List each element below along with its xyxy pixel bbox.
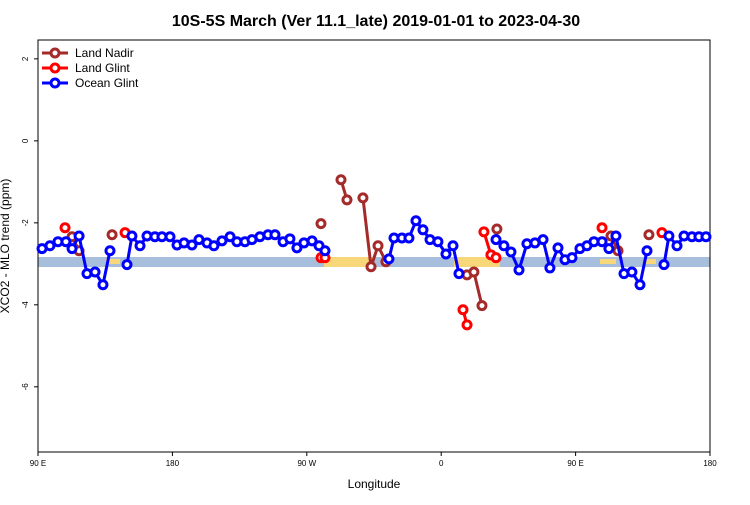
point	[505, 246, 517, 258]
y-axis-label: XCO2 - MLO trend (ppm)	[0, 179, 12, 314]
point	[658, 259, 670, 271]
point	[365, 261, 377, 273]
point	[457, 304, 469, 316]
point	[447, 240, 459, 252]
point	[164, 231, 176, 243]
point	[417, 224, 429, 236]
point	[383, 253, 395, 265]
point	[634, 279, 646, 291]
point	[60, 236, 72, 248]
point	[216, 235, 228, 247]
x-tick-label: 90 W	[297, 459, 316, 468]
point	[121, 259, 133, 271]
point	[97, 279, 109, 291]
point	[104, 245, 116, 257]
x-axis-label: Longitude	[348, 477, 401, 491]
point	[643, 229, 655, 241]
point	[291, 242, 303, 254]
legend-marker	[49, 47, 61, 59]
legend-label: Land Glint	[75, 61, 130, 75]
point	[357, 192, 369, 204]
land-strip	[454, 257, 500, 267]
point	[44, 240, 56, 252]
land-strip	[106, 259, 120, 264]
point	[319, 245, 331, 257]
land-strip	[600, 259, 616, 264]
point	[403, 232, 415, 244]
point	[89, 266, 101, 278]
legend-marker	[49, 62, 61, 74]
legend-label: Land Nadir	[75, 46, 134, 60]
chart-title: 10S-5S March (Ver 11.1_late) 2019-01-01 …	[172, 13, 580, 30]
y-tick-label: -2	[21, 219, 30, 227]
point	[490, 234, 502, 246]
point	[537, 234, 549, 246]
point	[498, 240, 510, 252]
point	[126, 230, 138, 242]
point	[513, 264, 525, 276]
point	[700, 231, 712, 243]
y-tick-label: -6	[21, 383, 30, 391]
point	[66, 243, 78, 255]
point	[626, 266, 638, 278]
point	[663, 230, 675, 242]
x-tick-label: 180	[703, 459, 717, 468]
point	[478, 226, 490, 238]
land-strip	[644, 259, 656, 264]
point	[432, 236, 444, 248]
point	[224, 231, 236, 243]
point	[552, 242, 564, 254]
point	[59, 222, 71, 234]
point	[490, 252, 502, 264]
point	[566, 252, 578, 264]
point	[544, 262, 556, 274]
y-tick-label: -4	[21, 301, 30, 309]
point	[468, 266, 480, 278]
point	[269, 229, 281, 241]
point	[596, 236, 608, 248]
point	[73, 230, 85, 242]
point	[440, 248, 452, 260]
point	[341, 194, 353, 206]
point	[453, 268, 465, 280]
point	[284, 233, 296, 245]
y-tick-label: 2	[21, 56, 30, 61]
point	[671, 240, 683, 252]
y-tick-label: 0	[21, 138, 30, 143]
point	[603, 243, 615, 255]
point	[476, 300, 488, 312]
point	[106, 229, 118, 241]
point	[596, 222, 608, 234]
point	[315, 218, 327, 230]
point	[410, 215, 422, 227]
x-tick-label: 90 E	[567, 459, 583, 468]
point	[186, 239, 198, 251]
point	[208, 240, 220, 252]
point	[372, 240, 384, 252]
point	[491, 223, 503, 235]
x-tick-label: 0	[439, 459, 444, 468]
point	[461, 319, 473, 331]
legend-marker	[49, 77, 61, 89]
x-tick-label: 90 E	[30, 459, 46, 468]
land-mask-strip	[38, 257, 710, 267]
point	[335, 174, 347, 186]
point	[306, 235, 318, 247]
land-strip	[324, 257, 374, 267]
point	[134, 240, 146, 252]
x-tick-label: 180	[166, 459, 180, 468]
point	[641, 245, 653, 257]
legend-label: Ocean Glint	[75, 76, 139, 90]
point	[610, 230, 622, 242]
